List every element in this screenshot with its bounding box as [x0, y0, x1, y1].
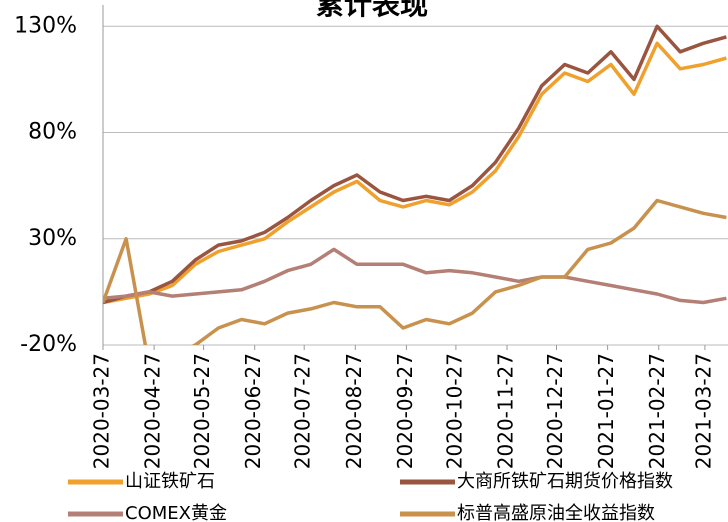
x-tick-label: 2020-05-27 — [190, 353, 214, 469]
y-tick-label: 80% — [28, 120, 77, 145]
legend-label: COMEX黄金 — [125, 503, 227, 522]
series-line — [103, 201, 726, 367]
chart: 累计表现 -20% 30% 80% 130% 2020-03-27 2020-04-27 2… — [0, 0, 728, 522]
plot-area — [103, 26, 726, 366]
x-tick-label: 2020-12-27 — [543, 353, 567, 469]
series-line — [103, 43, 726, 302]
x-tick-label: 2020-03-27 — [90, 353, 114, 469]
x-tick-label: 2021-02-27 — [645, 353, 669, 469]
x-tick-label: 2020-11-27 — [494, 353, 518, 469]
x-tick-label: 2020-04-27 — [141, 353, 165, 469]
legend-label: 大商所铁矿石期货价格指数 — [457, 471, 673, 492]
y-tick-label: -20% — [20, 332, 77, 357]
y-tick-label: 130% — [14, 13, 77, 38]
series-line — [103, 26, 726, 302]
x-tick-label: 2020-10-27 — [442, 353, 466, 469]
x-tick-label: 2021-03-27 — [691, 353, 715, 469]
x-tick-label: 2020-07-27 — [291, 353, 315, 469]
x-tick-label: 2021-01-27 — [594, 353, 618, 469]
legend-label: 山证铁矿石 — [125, 471, 215, 492]
legend-label: 标普高盛原油全收益指数 — [457, 503, 655, 522]
chart-title: 累计表现 — [316, 0, 428, 21]
x-tick-label: 2020-08-27 — [342, 353, 366, 469]
x-tick-label: 2020-09-27 — [393, 353, 417, 469]
y-tick-label: 30% — [28, 226, 77, 251]
x-tick-label: 2020-06-27 — [241, 353, 265, 469]
